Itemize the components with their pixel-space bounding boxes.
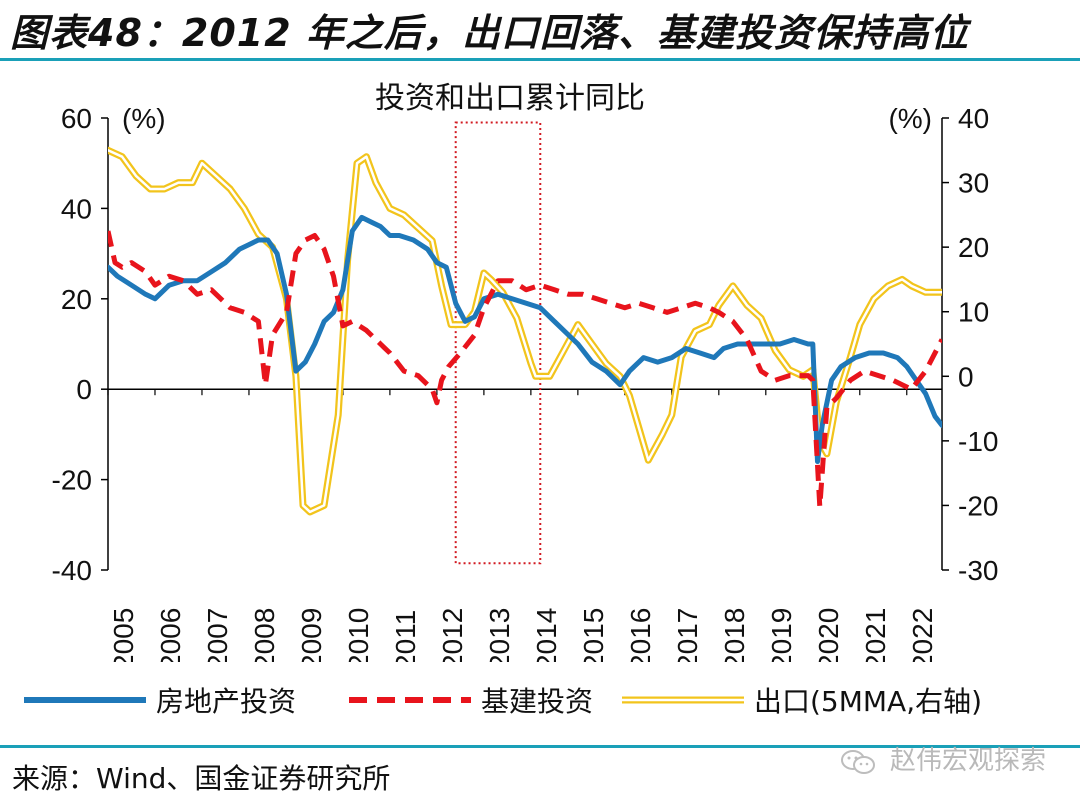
- y-left-tick-label: 60: [61, 103, 92, 134]
- series-line-infrastructure: [108, 230, 942, 510]
- y-right-tick-label: 10: [958, 297, 989, 328]
- y-right-tick-label: 40: [958, 103, 989, 134]
- chart-title: 投资和出口累计同比: [375, 81, 645, 116]
- y-right-unit-label: (%): [888, 103, 932, 134]
- x-tick-label: 2017: [672, 608, 703, 662]
- legend: 房地产投资 基建投资 出口(5MMA,右轴): [0, 678, 1080, 722]
- watermark: 赵伟宏观探索: [840, 740, 1046, 777]
- x-tick-label: 2011: [390, 610, 421, 662]
- legend-swatch-infrastructure: [349, 697, 471, 703]
- y-right-tick-label: 0: [958, 361, 974, 392]
- plot-area: [108, 146, 942, 516]
- legend-item-exports: 出口(5MMA,右轴): [618, 678, 982, 722]
- y-left-tick-label: 0: [76, 374, 92, 405]
- legend-item-real-estate: 房地产投资: [20, 678, 296, 722]
- legend-label-exports: 出口(5MMA,右轴): [754, 685, 983, 718]
- top-divider: [0, 58, 1080, 61]
- y-right-tick-label: 20: [958, 232, 989, 263]
- x-tick-label: 2007: [202, 608, 233, 662]
- y-right-tick-label: -10: [958, 426, 998, 457]
- bottom-divider: [0, 745, 1080, 748]
- y-left-tick-label: -20: [52, 465, 92, 496]
- figure-title: 图表48：2012 年之后，出口回落、基建投资保持高位: [10, 11, 969, 55]
- legend-swatch-exports: [622, 696, 744, 704]
- x-tick-label: 2005: [108, 608, 139, 662]
- x-tick-label: 2015: [578, 608, 609, 662]
- legend-item-infrastructure: 基建投资: [345, 678, 593, 722]
- x-tick-label: 2022: [907, 608, 938, 662]
- legend-label-real-estate: 房地产投资: [156, 685, 297, 718]
- x-tick-label: 2009: [296, 608, 327, 662]
- x-tick-label: 2013: [484, 608, 515, 662]
- x-tick-label: 2014: [531, 608, 562, 662]
- y-right-tick-label: 30: [958, 168, 989, 199]
- y-left-tick-label: -40: [52, 555, 92, 586]
- y-right-tick-label: -30: [958, 555, 998, 586]
- source-note: 来源：Wind、国金证券研究所: [12, 762, 391, 795]
- y-left-tick-label: 40: [61, 193, 92, 224]
- legend-swatch-real-estate: [24, 697, 146, 703]
- x-tick-label: 2008: [249, 608, 280, 662]
- x-tick-label: 2021: [860, 608, 891, 662]
- x-tick-label: 2019: [766, 608, 797, 662]
- highlight-box: [454, 121, 542, 565]
- x-tick-label: 2010: [343, 608, 374, 662]
- x-tick-label: 2012: [437, 608, 468, 662]
- legend-label-infrastructure: 基建投资: [481, 685, 594, 718]
- y-left-tick-label: 20: [61, 284, 92, 315]
- x-tick-label: 2016: [625, 608, 656, 662]
- x-tick-label: 2006: [155, 608, 186, 662]
- x-tick-label: 2020: [813, 608, 844, 662]
- y-right-tick-label: -20: [958, 490, 998, 521]
- watermark-text: 赵伟宏观探索: [889, 746, 1046, 776]
- y-left-unit-label: (%): [122, 103, 166, 134]
- chart: 投资和出口累计同比 6040200-20-40403020100-10-20-3…: [52, 81, 999, 662]
- x-tick-label: 2018: [719, 608, 750, 662]
- wechat-icon: [840, 749, 875, 774]
